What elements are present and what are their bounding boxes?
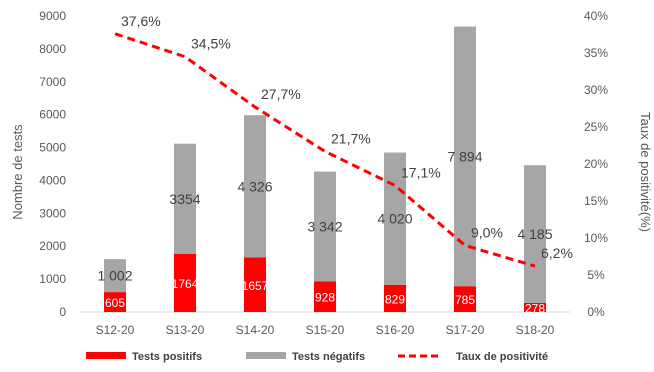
left-axis-ticks: 0 1000 2000 3000 4000 5000 6000 7000 8000 9000 — [39, 9, 66, 319]
rate-value-label: 27,7% — [261, 86, 301, 102]
y2-axis-title: Taux de positivité(%) — [638, 112, 653, 232]
y-tick-label: 6000 — [39, 108, 66, 122]
y-tick-label: 4000 — [39, 173, 66, 187]
y-axis-title: Nombre de tests — [10, 124, 25, 220]
rate-value-label: 34,5% — [191, 36, 231, 52]
negative-value-label: 7 894 — [447, 148, 482, 164]
y-tick-label: 2000 — [39, 239, 66, 253]
x-tick-label: S15-20 — [306, 323, 345, 337]
negative-value-label: 3354 — [169, 191, 200, 207]
y2-tick-label: 35% — [584, 46, 608, 60]
positive-value-label: 928 — [315, 291, 335, 305]
negative-value-label: 4 185 — [517, 226, 552, 242]
y2-tick-label: 30% — [584, 83, 608, 97]
y-tick-label: 1000 — [39, 272, 66, 286]
y-tick-label: 8000 — [39, 42, 66, 56]
x-tick-label: S14-20 — [236, 323, 275, 337]
right-axis-ticks: 0% 5% 10% 15% 20% 25% 30% 35% 40% — [584, 9, 608, 319]
x-tick-label: S12-20 — [96, 323, 135, 337]
y2-tick-label: 0% — [587, 305, 605, 319]
y-tick-label: 9000 — [39, 9, 66, 23]
y2-tick-label: 20% — [584, 157, 608, 171]
x-tick-label: S17-20 — [446, 323, 485, 337]
negative-value-label: 4 326 — [237, 178, 272, 194]
y2-tick-label: 25% — [584, 120, 608, 134]
x-tick-label: S18-20 — [516, 323, 555, 337]
rate-value-label: 21,7% — [331, 130, 371, 146]
positive-value-label: 829 — [385, 292, 405, 306]
legend-swatch-positive — [86, 352, 126, 359]
rate-value-label: 6,2% — [541, 245, 573, 261]
rate-value-label: 9,0% — [471, 224, 503, 240]
bars — [104, 27, 546, 312]
x-axis-ticks: S12-20 S13-20 S14-20 S15-20 S16-20 S17-20 S18-… — [96, 323, 555, 337]
positive-value-label: 1657 — [242, 279, 269, 293]
y2-tick-label: 15% — [584, 194, 608, 208]
legend-label-negative: Tests négatifs — [292, 351, 365, 363]
positive-value-label: 1764 — [172, 277, 199, 291]
legend-label-positive: Tests positifs — [132, 351, 202, 363]
y-tick-label: 0 — [59, 305, 66, 319]
legend-swatch-negative — [246, 352, 286, 359]
positive-value-label: 785 — [455, 293, 475, 307]
negative-value-label: 3 342 — [307, 219, 342, 235]
negative-value-label: 1 002 — [97, 268, 132, 284]
rate-value-label: 37,6% — [121, 13, 161, 29]
positive-value-label: 605 — [105, 296, 125, 310]
y2-tick-label: 5% — [587, 268, 605, 282]
x-tick-label: S13-20 — [166, 323, 205, 337]
y2-tick-label: 10% — [584, 231, 608, 245]
legend-label-rate: Taux de positivité — [456, 351, 548, 363]
y-tick-label: 3000 — [39, 206, 66, 220]
negative-value-label: 4 020 — [377, 211, 412, 227]
legend: Tests positifs Tests négatifs Taux de posi… — [86, 351, 548, 363]
y2-tick-label: 40% — [584, 9, 608, 23]
y-tick-label: 5000 — [39, 141, 66, 155]
positive-value-label: 278 — [525, 301, 545, 315]
rate-value-label: 17,1% — [401, 164, 441, 180]
x-tick-label: S16-20 — [376, 323, 415, 337]
y-tick-label: 7000 — [39, 75, 66, 89]
